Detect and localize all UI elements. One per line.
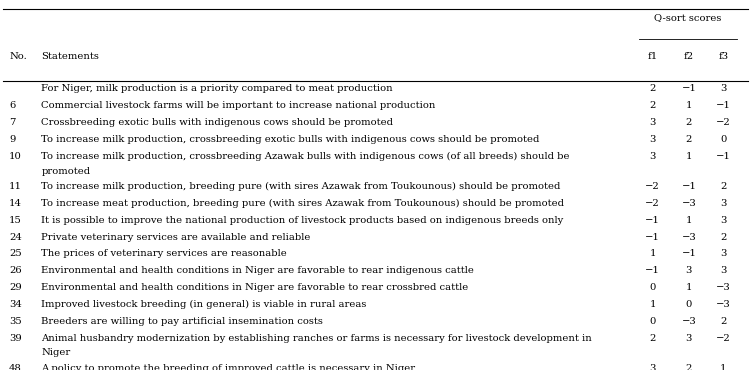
Text: 0: 0 xyxy=(720,135,726,144)
Text: 6: 6 xyxy=(9,101,15,110)
Text: 11: 11 xyxy=(9,182,22,191)
Text: 0: 0 xyxy=(650,317,656,326)
Text: It is possible to improve the national production of livestock products based on: It is possible to improve the national p… xyxy=(41,216,563,225)
Text: 0: 0 xyxy=(686,300,692,309)
Text: 3: 3 xyxy=(650,135,656,144)
Text: 3: 3 xyxy=(720,266,726,275)
Text: −1: −1 xyxy=(716,152,731,161)
Text: 39: 39 xyxy=(9,333,22,343)
Text: 24: 24 xyxy=(9,232,22,242)
Text: f3: f3 xyxy=(718,52,729,61)
Text: No.: No. xyxy=(9,52,27,61)
Text: −1: −1 xyxy=(645,266,660,275)
Text: −2: −2 xyxy=(716,118,731,127)
Text: 35: 35 xyxy=(9,317,22,326)
Text: −3: −3 xyxy=(681,199,696,208)
Text: Improved livestock breeding (in general) is viable in rural areas: Improved livestock breeding (in general)… xyxy=(41,300,367,309)
Text: 2: 2 xyxy=(650,84,656,93)
Text: Environmental and health conditions in Niger are favorable to rear indigenous ca: Environmental and health conditions in N… xyxy=(41,266,475,275)
Text: 3: 3 xyxy=(720,216,726,225)
Text: 1: 1 xyxy=(686,283,692,292)
Text: 2: 2 xyxy=(686,118,692,127)
Text: The prices of veterinary services are reasonable: The prices of veterinary services are re… xyxy=(41,249,287,258)
Text: 15: 15 xyxy=(9,216,22,225)
Text: −1: −1 xyxy=(716,101,731,110)
Text: Crossbreeding exotic bulls with indigenous cows should be promoted: Crossbreeding exotic bulls with indigeno… xyxy=(41,118,393,127)
Text: Q-sort scores: Q-sort scores xyxy=(654,13,722,22)
Text: 2: 2 xyxy=(650,101,656,110)
Text: 3: 3 xyxy=(686,266,692,275)
Text: 25: 25 xyxy=(9,249,22,258)
Text: 1: 1 xyxy=(720,364,726,370)
Text: Environmental and health conditions in Niger are favorable to rear crossbred cat: Environmental and health conditions in N… xyxy=(41,283,468,292)
Text: 3: 3 xyxy=(720,199,726,208)
Text: 3: 3 xyxy=(650,364,656,370)
Text: 2: 2 xyxy=(720,317,726,326)
Text: 14: 14 xyxy=(9,199,22,208)
Text: Statements: Statements xyxy=(41,52,99,61)
Text: 1: 1 xyxy=(650,249,656,258)
Text: −2: −2 xyxy=(645,199,660,208)
Text: 10: 10 xyxy=(9,152,22,161)
Text: 1: 1 xyxy=(686,216,692,225)
Text: 9: 9 xyxy=(9,135,15,144)
Text: 2: 2 xyxy=(686,135,692,144)
Text: 7: 7 xyxy=(9,118,15,127)
Text: −1: −1 xyxy=(681,84,696,93)
Text: −1: −1 xyxy=(681,182,696,191)
Text: 26: 26 xyxy=(9,266,22,275)
Text: To increase milk production, breeding pure (with sires Azawak from Toukounous) s: To increase milk production, breeding pu… xyxy=(41,182,561,191)
Text: −1: −1 xyxy=(645,232,660,242)
Text: 2: 2 xyxy=(720,182,726,191)
Text: f1: f1 xyxy=(647,52,658,61)
Text: 3: 3 xyxy=(720,84,726,93)
Text: promoted: promoted xyxy=(41,166,90,175)
Text: −1: −1 xyxy=(681,249,696,258)
Text: Niger: Niger xyxy=(41,349,71,357)
Text: 3: 3 xyxy=(650,152,656,161)
Text: 3: 3 xyxy=(686,333,692,343)
Text: −3: −3 xyxy=(681,317,696,326)
Text: −1: −1 xyxy=(645,216,660,225)
Text: 29: 29 xyxy=(9,283,22,292)
Text: 1: 1 xyxy=(686,152,692,161)
Text: 34: 34 xyxy=(9,300,22,309)
Text: To increase milk production, crossbreeding Azawak bulls with indigenous cows (of: To increase milk production, crossbreedi… xyxy=(41,152,570,161)
Text: 1: 1 xyxy=(686,101,692,110)
Text: −2: −2 xyxy=(645,182,660,191)
Text: For Niger, milk production is a priority compared to meat production: For Niger, milk production is a priority… xyxy=(41,84,393,93)
Text: To increase meat production, breeding pure (with sires Azawak from Toukounous) s: To increase meat production, breeding pu… xyxy=(41,199,564,208)
Text: 1: 1 xyxy=(650,300,656,309)
Text: 2: 2 xyxy=(650,333,656,343)
Text: −3: −3 xyxy=(716,283,731,292)
Text: 3: 3 xyxy=(720,249,726,258)
Text: Animal husbandry modernization by establishing ranches or farms is necessary for: Animal husbandry modernization by establ… xyxy=(41,333,592,343)
Text: To increase milk production, crossbreeding exotic bulls with indigenous cows sho: To increase milk production, crossbreedi… xyxy=(41,135,540,144)
Text: 3: 3 xyxy=(650,118,656,127)
Text: Commercial livestock farms will be important to increase national production: Commercial livestock farms will be impor… xyxy=(41,101,435,110)
Text: 2: 2 xyxy=(686,364,692,370)
Text: f2: f2 xyxy=(684,52,694,61)
Text: 48: 48 xyxy=(9,364,22,370)
Text: −3: −3 xyxy=(716,300,731,309)
Text: −2: −2 xyxy=(716,333,731,343)
Text: Breeders are willing to pay artificial insemination costs: Breeders are willing to pay artificial i… xyxy=(41,317,323,326)
Text: 0: 0 xyxy=(650,283,656,292)
Text: −3: −3 xyxy=(681,232,696,242)
Text: A policy to promote the breeding of improved cattle is necessary in Niger: A policy to promote the breeding of impr… xyxy=(41,364,416,370)
Text: 2: 2 xyxy=(720,232,726,242)
Text: Private veterinary services are available and reliable: Private veterinary services are availabl… xyxy=(41,232,311,242)
